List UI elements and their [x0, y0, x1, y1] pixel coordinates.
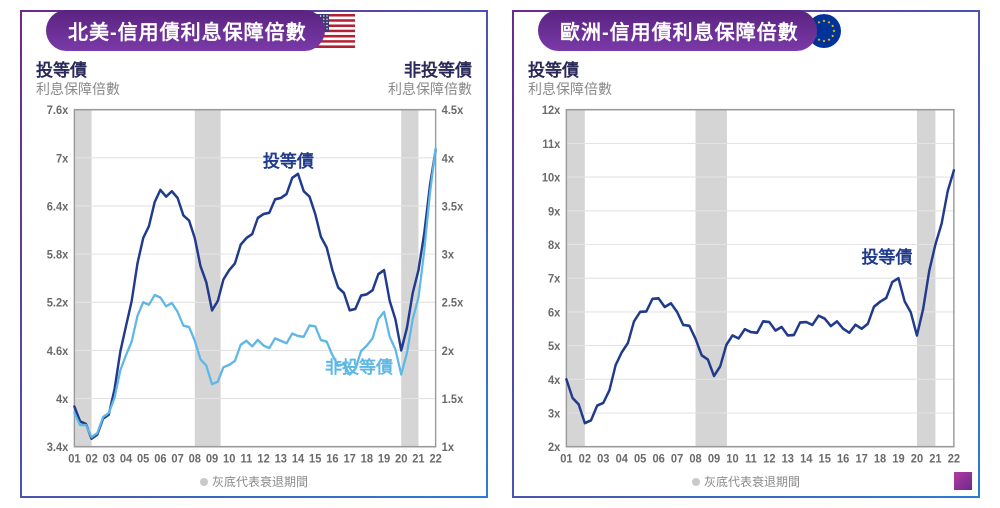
left-axis-title: 投等債 利息保障倍數	[36, 60, 120, 99]
svg-text:10: 10	[223, 452, 236, 466]
svg-text:20: 20	[911, 452, 924, 466]
svg-text:07: 07	[171, 452, 183, 466]
svg-text:11: 11	[241, 452, 253, 466]
svg-text:3.5x: 3.5x	[442, 200, 464, 214]
svg-text:4x: 4x	[548, 373, 561, 387]
panel-na: 北美-信用債利息保障倍數投等債 利息保障倍數非投等債 利息保障倍數3.4x4x4…	[20, 10, 488, 498]
svg-text:12: 12	[257, 452, 270, 466]
svg-text:19: 19	[378, 452, 391, 466]
chart-area: 3.4x 4x 4.6x 5.2x 5.8x 6.4x 7x 7.6x 1x 1.5x 2x 2.5x…	[32, 103, 476, 471]
svg-text:14: 14	[800, 452, 813, 466]
svg-text:4x: 4x	[442, 152, 455, 166]
svg-text:22: 22	[948, 452, 961, 466]
svg-text:4x: 4x	[56, 392, 69, 406]
svg-text:18: 18	[361, 452, 374, 466]
svg-text:07: 07	[671, 452, 683, 466]
panel-title: 歐洲-信用債利息保障倍數	[538, 10, 817, 51]
svg-text:12: 12	[763, 452, 776, 466]
svg-text:12x: 12x	[542, 103, 561, 117]
left-axis-title-sub: 利息保障倍數	[528, 81, 612, 99]
svg-text:10x: 10x	[542, 171, 561, 185]
svg-text:11: 11	[745, 452, 757, 466]
svg-text:3x: 3x	[548, 407, 561, 421]
footnote: 灰底代表衰退期間	[524, 471, 968, 492]
svg-text:09: 09	[708, 452, 721, 466]
svg-text:13: 13	[275, 452, 288, 466]
left-axis-title-sub: 利息保障倍數	[36, 81, 120, 99]
panel-title-wrap: 歐洲-信用債利息保障倍數	[538, 10, 847, 51]
svg-text:05: 05	[137, 452, 150, 466]
svg-text:05: 05	[634, 452, 647, 466]
svg-text:1.5x: 1.5x	[442, 392, 464, 406]
svg-text:2x: 2x	[548, 440, 561, 454]
svg-text:11x: 11x	[542, 137, 560, 151]
right-axis-title-sub: 利息保障倍數	[388, 81, 472, 99]
svg-text:1x: 1x	[442, 440, 455, 454]
recession-dot-icon	[200, 478, 208, 486]
panel-title-wrap: 北美-信用債利息保障倍數	[46, 10, 355, 51]
svg-text:02: 02	[85, 452, 98, 466]
svg-text:04: 04	[120, 452, 133, 466]
svg-text:01: 01	[68, 452, 81, 466]
svg-text:7x: 7x	[548, 272, 561, 286]
svg-text:18: 18	[874, 452, 887, 466]
svg-text:13: 13	[782, 452, 795, 466]
svg-text:3.4x: 3.4x	[47, 440, 69, 454]
svg-text:6.4x: 6.4x	[47, 200, 69, 214]
svg-text:3x: 3x	[442, 248, 455, 262]
left-axis-title-main: 投等債	[528, 60, 612, 81]
svg-text:08: 08	[689, 452, 702, 466]
svg-text:4.6x: 4.6x	[47, 344, 69, 358]
svg-text:7x: 7x	[56, 152, 69, 166]
svg-text:2.5x: 2.5x	[442, 296, 464, 310]
recession-dot-icon	[692, 478, 700, 486]
svg-text:10: 10	[726, 452, 739, 466]
axis-titles: 投等債 利息保障倍數非投等債 利息保障倍數	[32, 60, 476, 99]
right-axis-title-main: 非投等債	[388, 60, 472, 81]
svg-text:14: 14	[292, 452, 305, 466]
svg-text:21: 21	[412, 452, 425, 466]
svg-text:5x: 5x	[548, 339, 561, 353]
footnote: 灰底代表衰退期間	[32, 471, 476, 492]
svg-text:15: 15	[819, 452, 832, 466]
svg-text:15: 15	[309, 452, 322, 466]
svg-text:2x: 2x	[442, 344, 455, 358]
footnote-text: 灰底代表衰退期間	[212, 473, 308, 490]
panel-title: 北美-信用債利息保障倍數	[46, 10, 325, 51]
svg-text:08: 08	[189, 452, 202, 466]
svg-text:17: 17	[855, 452, 867, 466]
svg-text:6x: 6x	[548, 306, 561, 320]
svg-text:21: 21	[929, 452, 942, 466]
svg-text:5.8x: 5.8x	[47, 248, 69, 262]
svg-text:19: 19	[892, 452, 905, 466]
svg-text:7.6x: 7.6x	[47, 103, 69, 117]
left-axis-title: 投等債 利息保障倍數	[528, 60, 612, 99]
corner-accent	[954, 472, 972, 490]
svg-text:09: 09	[206, 452, 219, 466]
axis-titles: 投等債 利息保障倍數	[524, 60, 968, 99]
right-axis-title: 非投等債 利息保障倍數	[388, 60, 472, 99]
svg-text:20: 20	[395, 452, 408, 466]
svg-text:02: 02	[579, 452, 592, 466]
svg-text:03: 03	[103, 452, 116, 466]
svg-text:17: 17	[343, 452, 355, 466]
chart-area: 2x 3x 4x 5x 6x 7x 8x 9x 10x 11x 12x 01 02 03 04 05 06 07 0…	[524, 103, 968, 471]
left-axis-title-main: 投等債	[36, 60, 120, 81]
svg-text:06: 06	[154, 452, 167, 466]
svg-text:06: 06	[652, 452, 665, 466]
svg-text:9x: 9x	[548, 205, 561, 219]
svg-text:4.5x: 4.5x	[442, 103, 464, 117]
svg-text:16: 16	[837, 452, 850, 466]
svg-text:8x: 8x	[548, 238, 561, 252]
svg-text:03: 03	[597, 452, 610, 466]
panel-eu: 歐洲-信用債利息保障倍數投等債 利息保障倍數 2x 3x 4x 5x 6x 7x 8x 9x 10…	[512, 10, 980, 498]
svg-text:5.2x: 5.2x	[47, 296, 69, 310]
svg-text:01: 01	[560, 452, 573, 466]
svg-text:04: 04	[616, 452, 629, 466]
footnote-text: 灰底代表衰退期間	[704, 473, 800, 490]
svg-text:22: 22	[429, 452, 442, 466]
svg-text:16: 16	[326, 452, 339, 466]
